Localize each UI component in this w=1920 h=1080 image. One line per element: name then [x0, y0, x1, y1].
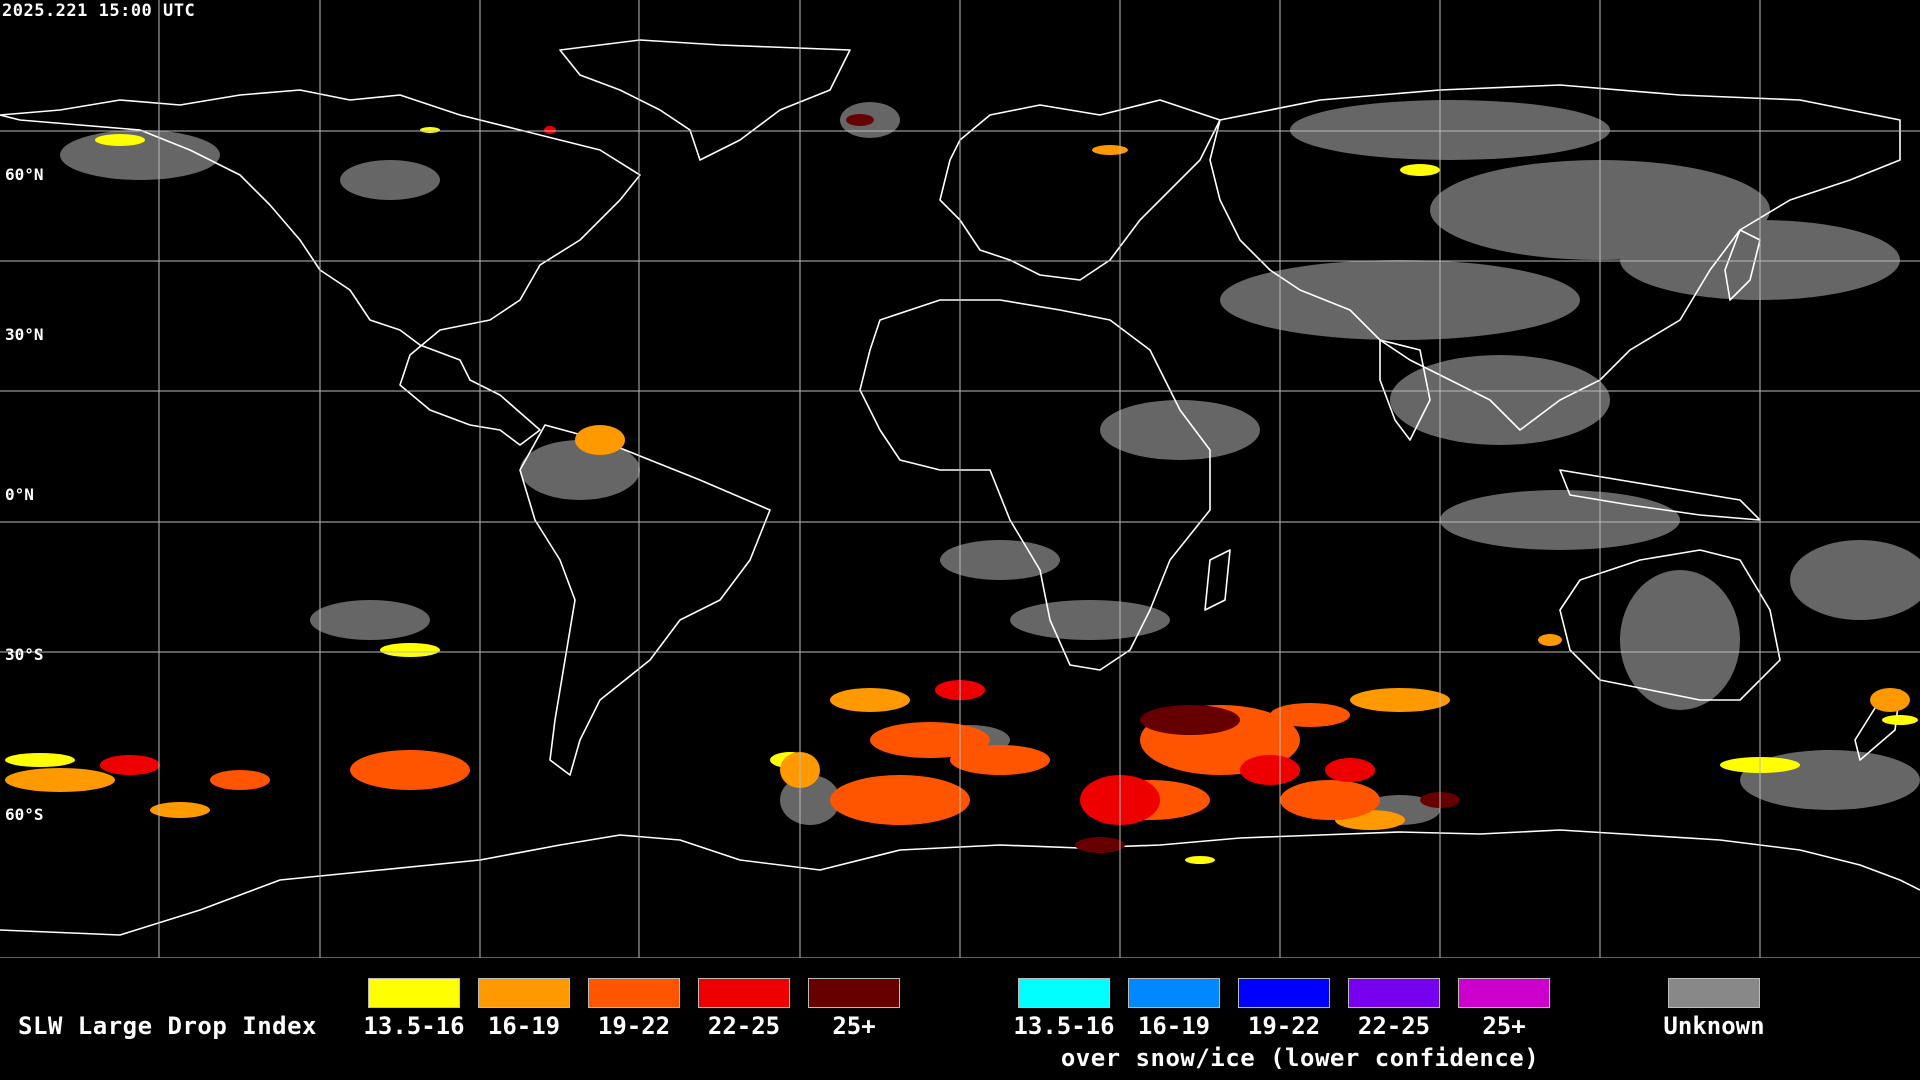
asia-outline: [1209, 84, 1901, 431]
patches-25-plus: [846, 114, 1460, 853]
swatch-ice-25-plus: [1458, 978, 1550, 1008]
label-ice-25-plus: 25+: [1482, 1012, 1526, 1040]
lat-label-30n: 30°N: [5, 325, 44, 344]
lat-label-60n: 60°N: [5, 165, 44, 184]
label-ice-13-5-16: 13.5-16: [1013, 1012, 1115, 1040]
swatch-water-25-plus: [808, 978, 900, 1008]
antarctica-outline: [0, 829, 1920, 936]
greenland-outline: [559, 39, 851, 161]
australia-outline: [1559, 549, 1781, 701]
lat-label-0n: 0°N: [5, 485, 34, 504]
north-america-outline: [0, 89, 641, 446]
label-water-16-19: 16-19: [487, 1012, 561, 1040]
swatch-ice-16-19: [1128, 978, 1220, 1008]
madagascar-outline: [1204, 549, 1231, 611]
legend: [0, 958, 1920, 1080]
snow-ice-note: over snow/ice (lower confidence): [1060, 1044, 1540, 1072]
label-ice-16-19: 16-19: [1137, 1012, 1211, 1040]
swatch-water-13-5-16: [368, 978, 460, 1008]
timestamp: 2025.221 15:00 UTC: [2, 1, 196, 21]
japan-outline: [1724, 229, 1761, 301]
swatch-unknown: [1668, 978, 1760, 1008]
africa-outline: [859, 299, 1211, 671]
swatch-water-22-25: [698, 978, 790, 1008]
lat-label-30s: 30°S: [5, 645, 44, 664]
patches-16-19: [5, 145, 1910, 830]
graticule: [0, 0, 1920, 958]
europe-outline: [939, 99, 1221, 281]
india-outline: [1379, 339, 1431, 441]
swatch-ice-19-22: [1238, 978, 1330, 1008]
label-water-19-22: 19-22: [597, 1012, 671, 1040]
lat-label-60s: 60°S: [5, 805, 44, 824]
legend-title: SLW Large Drop Index: [18, 1012, 317, 1040]
swatch-ice-22-25: [1348, 978, 1440, 1008]
coastlines: [0, 39, 1920, 936]
south-america-outline: [519, 424, 771, 776]
swatch-water-19-22: [588, 978, 680, 1008]
swatch-ice-13-5-16: [1018, 978, 1110, 1008]
label-ice-19-22: 19-22: [1247, 1012, 1321, 1040]
label-water-25-plus: 25+: [832, 1012, 876, 1040]
slw-patches: [5, 114, 1918, 864]
swatch-water-16-19: [478, 978, 570, 1008]
slw-map: [0, 0, 1920, 958]
label-unknown: Unknown: [1663, 1012, 1765, 1040]
label-water-13-5-16: 13.5-16: [363, 1012, 465, 1040]
label-ice-22-25: 22-25: [1357, 1012, 1431, 1040]
label-water-22-25: 22-25: [707, 1012, 781, 1040]
